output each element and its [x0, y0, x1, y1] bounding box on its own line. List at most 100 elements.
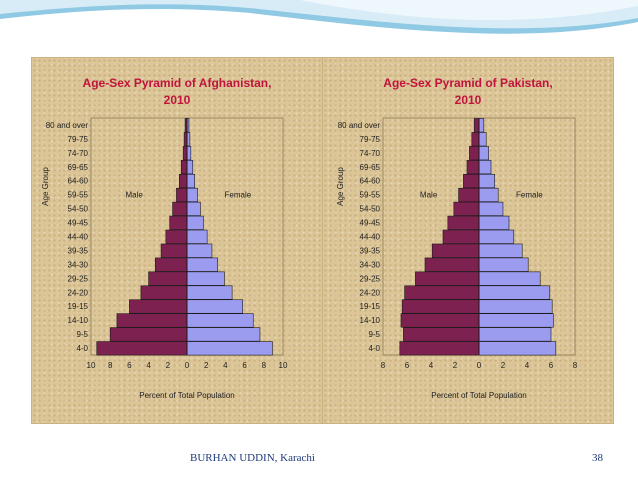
age-group-tick-label: 19-15: [68, 302, 89, 311]
male-bar: [176, 187, 188, 203]
female-bar: [478, 118, 485, 133]
male-bar: [160, 243, 188, 258]
x-tick-label: 0: [477, 361, 482, 370]
x-tick-label: 2: [166, 361, 171, 370]
age-group-tick-label: 4-0: [76, 344, 88, 353]
x-tick-label: 0: [185, 361, 190, 370]
age-group-tick-label: 80 and over: [46, 121, 89, 130]
male-bar: [180, 160, 188, 175]
male-bar: [155, 257, 188, 272]
female-bar: [478, 299, 553, 314]
afghanistan-pyramid-chart: 80 and over 79-75 74-70 69-65 64-60 59-55 54-5…: [41, 117, 288, 400]
male-bar: [401, 299, 480, 314]
age-group-tick-label: 64-60: [360, 177, 381, 186]
age-group-tick-label: 29-25: [360, 274, 381, 283]
x-tick-label: 4: [146, 361, 151, 370]
female-bar: [186, 215, 204, 230]
x-tick-label: 10: [279, 361, 288, 370]
female-bar: [186, 257, 219, 272]
female-bar: [186, 173, 195, 189]
male-bar: [469, 146, 480, 161]
female-bar: [478, 173, 495, 189]
x-tick-label: 6: [242, 361, 247, 370]
age-group-tick-label: 69-65: [360, 163, 381, 172]
male-bar: [453, 201, 480, 216]
age-group-tick-label: 79-75: [68, 135, 89, 144]
male-bar: [169, 215, 188, 230]
female-bar: [478, 132, 487, 147]
age-group-tick-label: 24-20: [68, 288, 89, 297]
age-group-tick-label: 29-25: [68, 274, 89, 283]
x-axis-title: Percent of Total Population: [431, 391, 526, 400]
age-group-tick-label: 54-50: [68, 205, 89, 214]
y-axis-title: Age Group: [41, 167, 50, 206]
header-swoosh-decoration: [0, 0, 638, 34]
age-group-tick-label: 34-30: [68, 260, 89, 269]
age-group-tick-label: 44-40: [360, 233, 381, 242]
afghanistan-pyramid-panel: Age-Sex Pyramid of Afghanistan, 2010 80 …: [31, 57, 323, 424]
age-group-tick-label: 34-30: [360, 260, 381, 269]
male-bar: [431, 243, 480, 258]
female-bar: [186, 160, 194, 175]
chart-title: Age-Sex Pyramid of Pakistan, 2010: [383, 76, 553, 107]
female-bar: [186, 299, 243, 314]
female-label: Female: [225, 191, 252, 200]
age-group-tick-label: 59-55: [360, 191, 381, 200]
male-bar: [471, 132, 480, 147]
age-group-tick-label: 74-70: [68, 149, 89, 158]
male-bar: [148, 271, 188, 286]
age-group-tick-label: 4-0: [368, 344, 380, 353]
footer-author: BURHAN UDDIN, Karachi: [190, 452, 315, 464]
x-tick-label: 2: [204, 361, 209, 370]
age-group-tick-label: 9-5: [76, 330, 88, 339]
x-tick-label: 8: [381, 361, 386, 370]
male-bar: [466, 160, 480, 175]
female-bar: [478, 313, 554, 328]
age-group-tick-label: 14-10: [68, 316, 89, 325]
age-group-tick-label: 49-45: [68, 219, 89, 228]
male-bar: [96, 341, 188, 356]
x-tick-label: 2: [501, 361, 506, 370]
female-bar: [186, 313, 254, 328]
y-axis-title: Age Group: [336, 167, 345, 206]
male-bar: [404, 285, 480, 300]
x-tick-label: 6: [127, 361, 132, 370]
male-bar: [140, 285, 188, 300]
x-tick-label: 4: [223, 361, 228, 370]
female-label: Female: [516, 191, 543, 200]
female-bar: [186, 243, 213, 258]
male-bar: [129, 299, 188, 314]
female-bar: [478, 229, 515, 244]
female-bar: [186, 229, 208, 244]
male-bar: [182, 146, 188, 161]
age-group-tick-label: 64-60: [68, 177, 89, 186]
x-tick-label: 2: [453, 361, 458, 370]
male-bar: [116, 313, 188, 328]
x-tick-label: 8: [573, 361, 578, 370]
age-group-tick-label: 54-50: [360, 205, 381, 214]
age-group-tick-label: 39-35: [68, 246, 89, 255]
female-bar: [478, 187, 499, 203]
female-bar: [478, 215, 510, 230]
male-label: Male: [126, 191, 144, 200]
age-group-tick-label: 79-75: [360, 135, 381, 144]
x-tick-label: 4: [429, 361, 434, 370]
x-tick-label: 10: [87, 361, 96, 370]
age-group-tick-label: 14-10: [360, 316, 381, 325]
female-bar: [186, 341, 273, 356]
age-group-tick-label: 59-55: [68, 191, 89, 200]
x-tick-label: 4: [525, 361, 530, 370]
age-group-tick-label: 19-15: [360, 302, 381, 311]
age-group-tick-label: 44-40: [68, 233, 89, 242]
male-label: Male: [420, 191, 438, 200]
male-bar: [399, 341, 480, 356]
female-bar: [478, 146, 489, 161]
female-bar: [478, 243, 523, 258]
age-group-tick-label: 9-5: [368, 330, 380, 339]
female-bar: [478, 327, 552, 342]
age-group-tick-label: 49-45: [360, 219, 381, 228]
male-bar: [473, 118, 480, 133]
male-bar: [400, 313, 480, 328]
female-bar: [478, 271, 541, 286]
